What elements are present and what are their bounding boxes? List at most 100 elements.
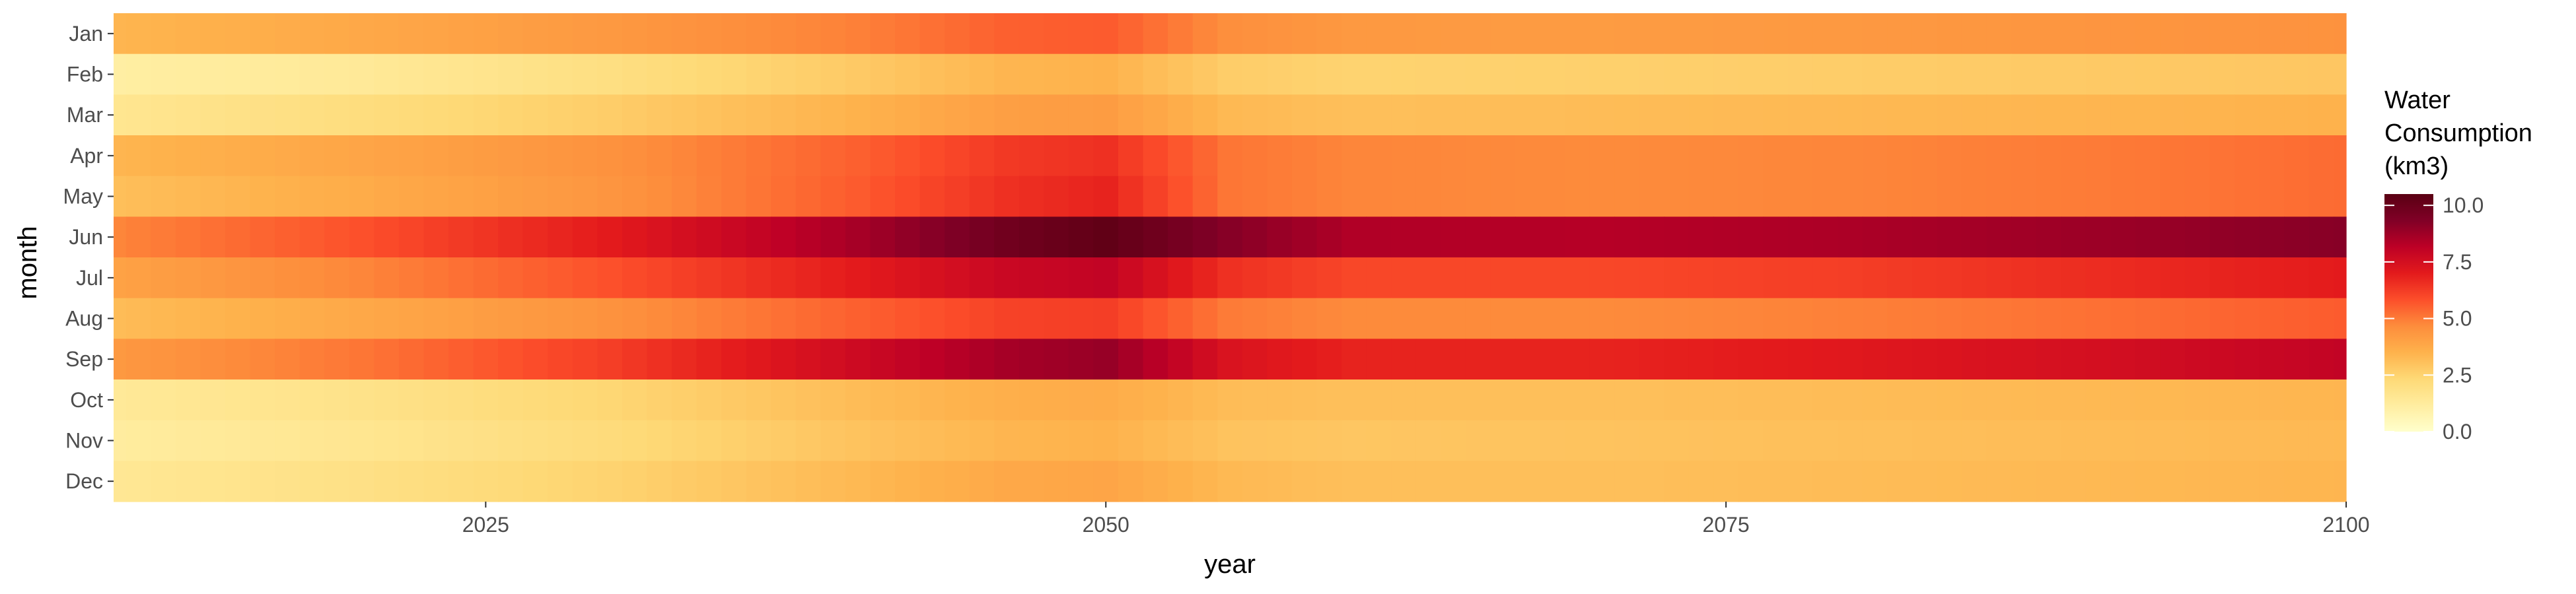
heatmap-tile	[1168, 339, 1194, 380]
heatmap-tile	[2085, 53, 2111, 95]
heatmap-tile	[2135, 380, 2161, 421]
heatmap-tile	[919, 94, 945, 136]
heatmap-tile	[1192, 176, 1218, 217]
heatmap-tile	[597, 53, 623, 95]
heatmap-tile	[771, 94, 797, 136]
heatmap-tile	[2184, 339, 2211, 380]
heatmap-tile	[1391, 13, 1417, 55]
heatmap-tile	[1415, 135, 1441, 177]
heatmap-tile	[1217, 216, 1243, 258]
heatmap-tile	[2308, 13, 2334, 55]
heatmap-tile	[721, 216, 747, 258]
heatmap-tile	[1465, 94, 1491, 136]
heatmap-tile	[1515, 298, 1541, 339]
heatmap-tile	[125, 53, 151, 95]
heatmap-tile	[2308, 461, 2334, 502]
heatmap-tile	[1614, 298, 1640, 339]
heatmap-tile	[1242, 135, 1268, 177]
heatmap-tile	[1614, 339, 1640, 380]
heatmap-tile	[2334, 53, 2347, 95]
heatmap-tile	[1713, 257, 1739, 299]
heatmap-tile	[2036, 176, 2061, 217]
heatmap-tile	[746, 257, 771, 299]
y-tick-label: Mar	[67, 103, 103, 127]
heatmap-tile	[1143, 298, 1168, 339]
heatmap-tile	[423, 420, 449, 461]
heatmap-tile	[870, 176, 896, 217]
heatmap-tile	[2209, 461, 2235, 502]
heatmap-tile	[1912, 216, 1937, 258]
heatmap-tile	[498, 380, 524, 421]
heatmap-tile	[498, 420, 524, 461]
heatmap-tile	[969, 13, 995, 55]
heatmap-tile	[2209, 216, 2235, 258]
heatmap-tile	[1639, 298, 1664, 339]
heatmap-tile	[1143, 461, 1168, 502]
heatmap-tile	[2209, 53, 2235, 95]
heatmap-tile	[1291, 216, 1318, 258]
heatmap-tile	[1441, 13, 1466, 55]
heatmap-tile	[1688, 380, 1714, 421]
heatmap-tile	[1614, 176, 1640, 217]
heatmap-tile	[820, 13, 846, 55]
heatmap-tile	[1168, 135, 1194, 177]
heatmap-tile	[1068, 176, 1094, 217]
heatmap-tile	[1912, 339, 1937, 380]
heatmap-tile	[1143, 176, 1168, 217]
heatmap-tile	[1664, 176, 1690, 217]
heatmap-tile	[175, 94, 201, 136]
heatmap-tile	[1738, 380, 1764, 421]
heatmap-tile	[2085, 298, 2111, 339]
heatmap-tile	[2061, 420, 2087, 461]
heatmap-tile	[1887, 13, 1913, 55]
heatmap-tile	[522, 53, 548, 95]
heatmap-tile	[1217, 94, 1243, 136]
heatmap-tile	[1192, 380, 1218, 421]
heatmap-tile	[1044, 461, 1069, 502]
heatmap-tile	[696, 461, 722, 502]
heatmap-tile	[1589, 298, 1615, 339]
heatmap-tile	[349, 461, 375, 502]
heatmap-tile	[473, 135, 499, 177]
heatmap-tile	[1415, 339, 1441, 380]
heatmap-tile	[125, 216, 151, 258]
heatmap-tile	[1639, 380, 1664, 421]
heatmap-tile	[151, 94, 176, 136]
heatmap-tile	[1490, 94, 1516, 136]
heatmap-tile	[2085, 216, 2111, 258]
heatmap-tile	[1862, 176, 1888, 217]
heatmap-tile	[2110, 461, 2136, 502]
heatmap-tile	[622, 380, 648, 421]
heatmap-tile	[1168, 380, 1194, 421]
heatmap-tile	[672, 176, 698, 217]
heatmap-tile	[200, 339, 226, 380]
heatmap-tile	[1887, 461, 1913, 502]
heatmap-tile	[2259, 420, 2285, 461]
heatmap-tile	[1565, 13, 1591, 55]
heatmap-tile	[1342, 461, 1367, 502]
heatmap-tile	[1788, 380, 1814, 421]
heatmap-tile	[895, 13, 921, 55]
heatmap-tile	[994, 420, 1020, 461]
heatmap-tile	[1093, 94, 1119, 136]
heatmap-tile	[572, 135, 598, 177]
heatmap-tile	[1044, 380, 1069, 421]
heatmap-tile	[2110, 216, 2136, 258]
heatmap-tile	[548, 257, 573, 299]
heatmap-tile	[1366, 13, 1392, 55]
heatmap-tile	[2209, 13, 2235, 55]
heatmap-tile	[2061, 94, 2087, 136]
heatmap-tile	[1589, 176, 1615, 217]
heatmap-tile	[1465, 339, 1491, 380]
heatmap-tile	[548, 461, 573, 502]
heatmap-tile	[299, 176, 325, 217]
heatmap-tile	[1415, 176, 1441, 217]
heatmap-tile	[275, 94, 301, 136]
heatmap-tile	[746, 461, 771, 502]
heatmap-tile	[423, 257, 449, 299]
heatmap-tile	[1415, 298, 1441, 339]
heatmap-tile	[2235, 339, 2260, 380]
heatmap-tile	[2259, 380, 2285, 421]
heatmap-tile	[125, 339, 151, 380]
heatmap-tile	[2011, 135, 2037, 177]
